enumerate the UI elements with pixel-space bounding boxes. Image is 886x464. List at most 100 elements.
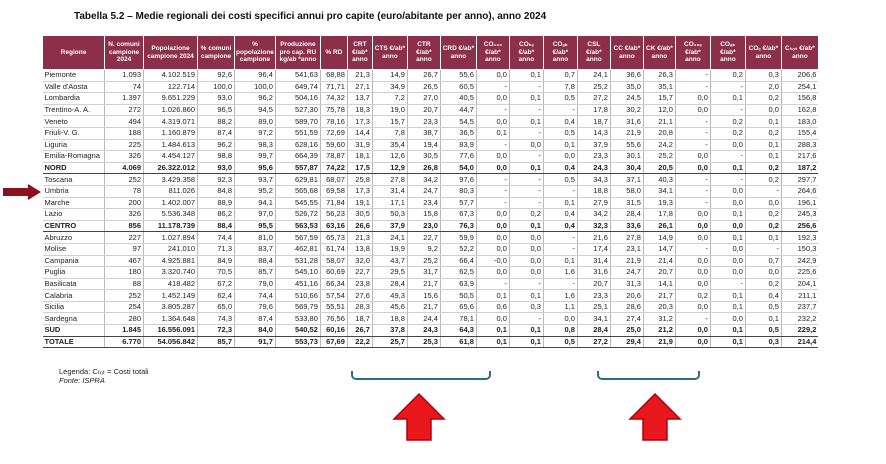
column-header: CTS €/ab* anno (371, 35, 408, 70)
bracket-crt-crd (351, 371, 491, 380)
table-row: Piemonte 1.093 4.102.519 92,6 96,4 541,63 68,8… (42, 69, 819, 82)
table-cell: - (509, 173, 544, 186)
table-cell: 32,0 (347, 255, 373, 268)
table-cell: 0,5 (543, 92, 578, 105)
table-cell: 0,1 (745, 115, 782, 128)
table-cell: 89,0 (234, 115, 276, 128)
table-cell: - (543, 185, 578, 198)
table-cell: 252 (104, 289, 144, 302)
table-cell: 26,8 (407, 161, 441, 175)
table-cell: 0,2 (745, 219, 782, 233)
table-cell: 22,7 (407, 231, 441, 244)
table-cell: 26,7 (347, 324, 373, 337)
table-cell: 0,1 (710, 161, 746, 175)
table-cell: 1.845 (104, 324, 144, 337)
column-header: CO₁₀ₑ €/ab* anno (674, 35, 711, 70)
table-cell: 187,2 (781, 161, 819, 175)
table-cell: 0,4 (745, 289, 782, 302)
table-cell: 510,66 (275, 289, 321, 302)
region-name: Liguria (42, 139, 105, 152)
table-cell: 95,6 (234, 161, 276, 175)
table-cell: 9.651.229 (143, 92, 198, 105)
table-cell: 225 (104, 139, 144, 152)
table-body: Piemonte 1.093 4.102.519 92,6 96,4 541,63 68,8… (42, 69, 819, 349)
table-cell: - (476, 139, 510, 152)
table-cell: 0,2 (745, 173, 782, 186)
table-cell: 0,0 (675, 208, 711, 221)
table-cell: 40,5 (440, 92, 477, 105)
table-cell: 66,4 (440, 255, 477, 268)
table-cell: 21,1 (643, 115, 676, 128)
column-header: Popolazione campione 2024 (143, 35, 198, 70)
table-cell: 13,8 (347, 243, 373, 256)
table-cell: 288,3 (781, 139, 819, 152)
table-cell: - (476, 104, 510, 117)
table-cell: 95,2 (234, 185, 276, 198)
table-row: Liguria 225 1.484.613 96,2 98,3 628,16 59,60 31… (42, 139, 819, 152)
table-cell: 0,0 (476, 243, 510, 256)
table-cell: 55,6 (610, 139, 644, 152)
table-cell: 93,0 (197, 161, 235, 175)
table-cell: 25,0 (610, 324, 644, 337)
table-cell: 0,1 (509, 92, 544, 105)
region-name: Sardegna (42, 312, 105, 326)
table-cell: 34,1 (643, 185, 676, 198)
table-cell: 326 (104, 150, 144, 163)
table-cell: 0,0 (476, 161, 510, 175)
table-cell: 99,7 (234, 150, 276, 163)
table-cell: 0,0 (675, 161, 711, 175)
region-name: Valle d'Aosta (42, 81, 105, 94)
table-row: Sardegna 280 1.364.648 74,3 87,4 533,80 76,56 1… (42, 312, 819, 326)
table-cell: 0,0 (476, 312, 510, 326)
table-cell: 0,4 (543, 115, 578, 128)
table-cell: 15,8 (407, 208, 441, 221)
table-cell: 68,07 (320, 173, 348, 186)
table-cell: 19,3 (643, 197, 676, 210)
table-cell: 84,8 (197, 185, 235, 198)
table-cell: 80,3 (440, 185, 477, 198)
table-cell: 0,0 (675, 104, 711, 117)
table-row: Toscana 252 3.429.358 92,3 93,7 629,81 68,07 25… (42, 173, 819, 186)
table-cell: 21,4 (643, 255, 676, 268)
table-row: Trentino-A. A. 272 1.026.860 96,5 94,5 527,30… (42, 104, 819, 117)
table-cell: 25,3 (407, 335, 441, 349)
table-cell: 26,6 (347, 219, 373, 233)
table-cell: 85,7 (197, 335, 235, 349)
column-header: COₜₑ €/ab* anno (508, 35, 544, 70)
table-cell: 0,0 (675, 219, 711, 233)
table-cell: 16.556.091 (143, 324, 198, 337)
table-cell: 19,1 (347, 197, 373, 210)
region-name: Puglia (42, 266, 105, 279)
table-cell: 565,68 (275, 185, 321, 198)
table-cell: 0,0 (710, 312, 746, 326)
table-cell: 1.397 (104, 92, 144, 105)
table-cell: 88,2 (197, 115, 235, 128)
table-cell: 97 (104, 243, 144, 256)
table-cell: 1,1 (543, 301, 578, 314)
table-cell: 17,3 (347, 115, 373, 128)
table-cell: 15,7 (372, 115, 408, 128)
table-cell: - (509, 197, 544, 210)
header-regione: Regione (42, 35, 105, 70)
table-cell: 24,4 (407, 312, 441, 326)
table-cell: 65,6 (440, 301, 477, 314)
table-cell: 1.093 (104, 69, 144, 82)
table-cell: 232,2 (781, 312, 819, 326)
table-cell: - (476, 173, 510, 186)
table-cell: - (509, 312, 544, 326)
table-row: Umbria 78 811.026 84,8 95,2 565,68 69,58 17,3 31… (42, 185, 819, 198)
table-cell: 30,5 (347, 208, 373, 221)
table-cell: - (509, 278, 544, 291)
table-cell: 27,8 (610, 231, 644, 244)
table-cell: 811.026 (143, 185, 198, 198)
table-cell: 26,3 (643, 69, 676, 82)
table-cell: 30,5 (407, 150, 441, 163)
table-cell: 0,0 (476, 92, 510, 105)
table-cell: 45,6 (372, 301, 408, 314)
table-cell: 12,0 (643, 104, 676, 117)
table-cell: 0,1 (710, 289, 746, 302)
table-cell: 71,71 (320, 81, 348, 94)
table-cell: 21,9 (610, 255, 644, 268)
table-cell: 55,51 (320, 301, 348, 314)
table-cell: 25,2 (643, 150, 676, 163)
